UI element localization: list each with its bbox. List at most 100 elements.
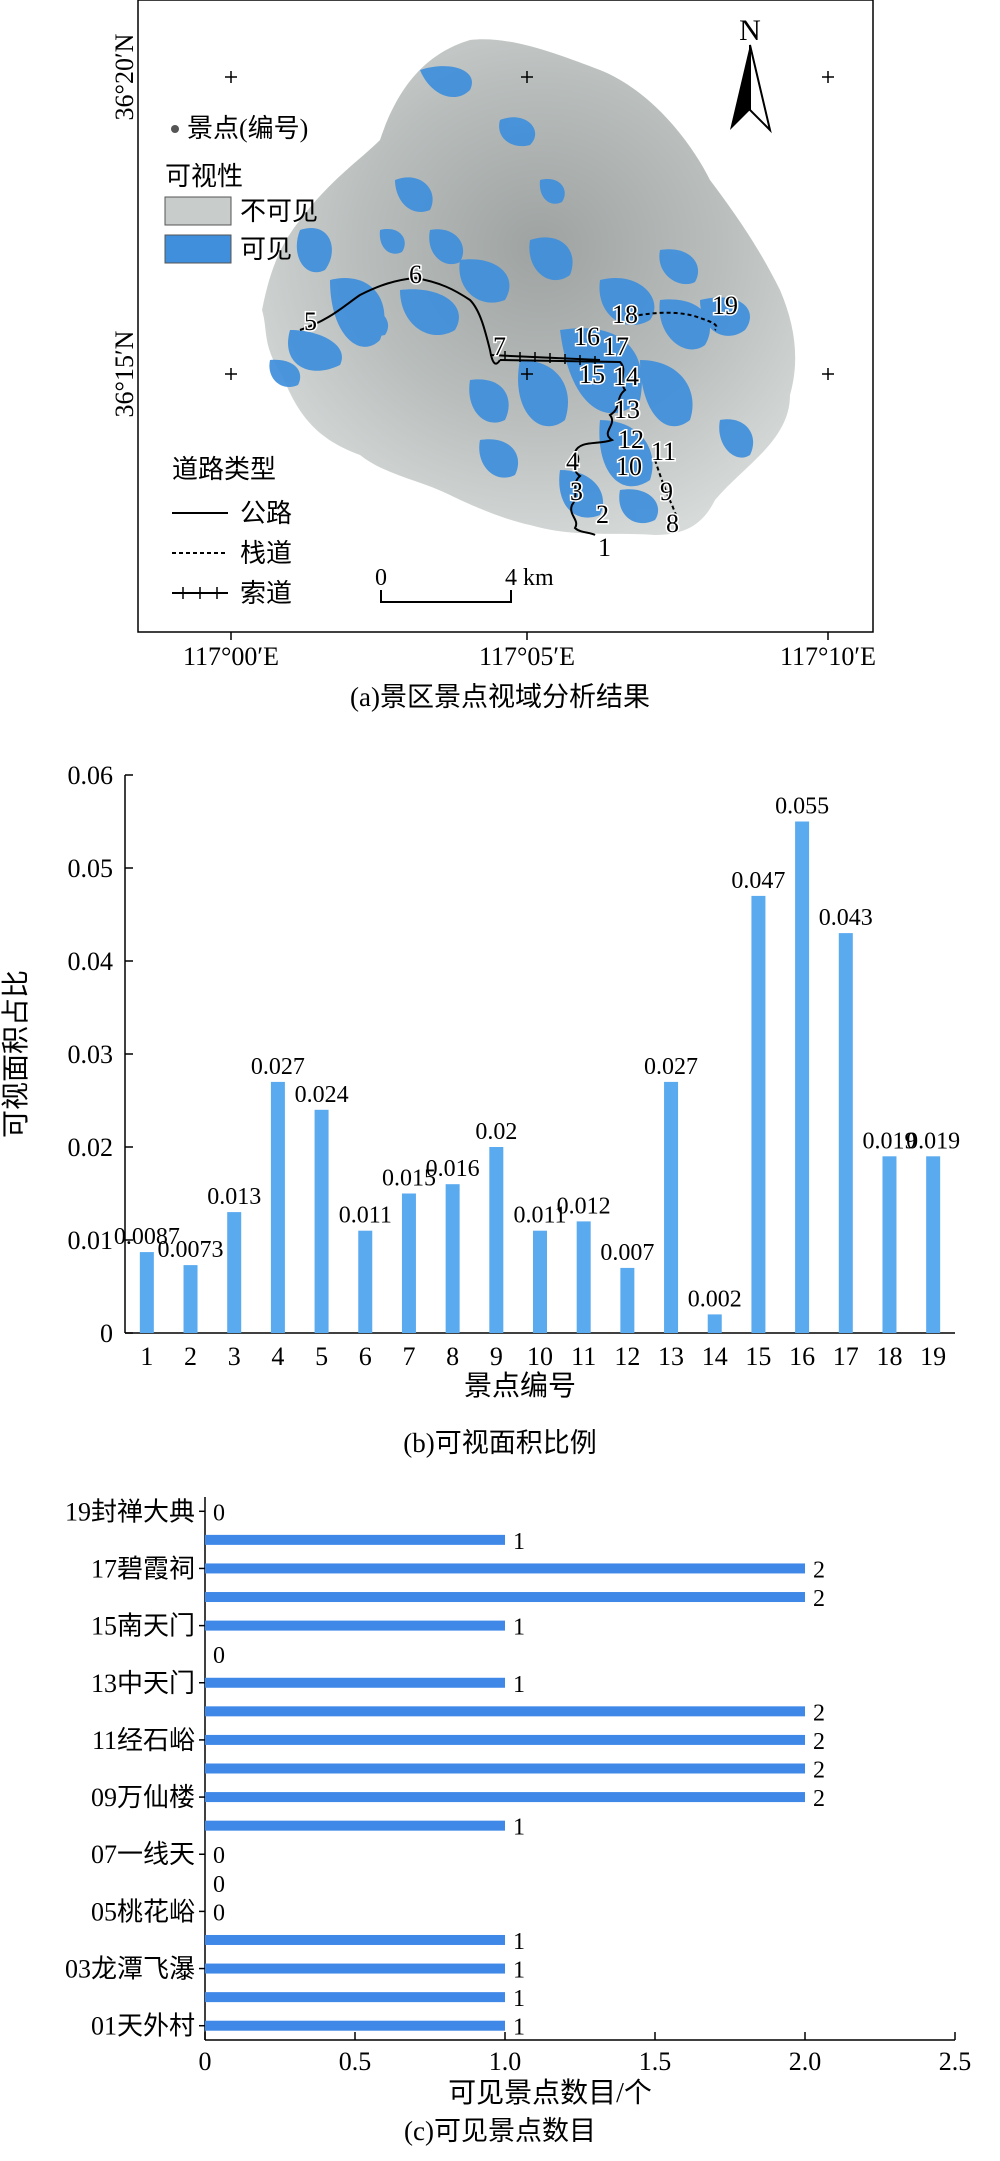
chart-b-data-label: 0.0073	[158, 1237, 224, 1263]
chart-b-bar	[227, 1212, 242, 1333]
chart-c-bar	[205, 2020, 505, 2031]
caption-b: (b)可视面积比例	[403, 1428, 596, 1458]
chart-b-x-tick-label: 8	[446, 1342, 459, 1371]
chart-b-x-tick-label: 10	[527, 1342, 553, 1371]
legend-visible-label: 可见	[240, 235, 292, 264]
chart-c-bar	[205, 1620, 505, 1631]
scale-label-zero: 0	[375, 565, 387, 591]
spot-number: 5	[304, 307, 317, 336]
chart-c-data-label: 2	[813, 1786, 825, 1812]
chart-c-x-tick-label: 1.0	[489, 2047, 522, 2076]
chart-b-ylabel: 可视面积占比	[0, 970, 32, 1138]
chart-b-data-label: 0.024	[295, 1082, 349, 1108]
chart-b-data-label: 0.002	[688, 1286, 742, 1312]
chart-b-data-labels: 0.00870.00730.0130.0270.0240.0110.0150.0…	[114, 794, 960, 1313]
chart-b-bar	[533, 1230, 547, 1333]
chart-c-data-label: 1	[513, 1672, 525, 1698]
road-highway-west	[299, 276, 501, 365]
north-arrow: N	[730, 14, 772, 134]
chart-b-bar	[664, 1081, 679, 1333]
chart-c-x-tick-label: 0.5	[339, 2047, 372, 2076]
legend-invisible-swatch	[164, 196, 232, 226]
lon-ticks	[230, 632, 829, 640]
spot-number: 8	[666, 509, 679, 538]
lat-label: 36°15′N	[110, 330, 139, 417]
chart-c-data-label: 1	[513, 1815, 525, 1841]
chart-b-x-tick-label: 17	[833, 1342, 859, 1371]
road-cable-ticks	[504, 351, 596, 366]
chart-b-data-label: 0.011	[513, 1203, 566, 1229]
spot-number: 16	[574, 322, 600, 351]
spot-number: 17	[603, 332, 629, 361]
chart-b-data-label: 0.012	[557, 1193, 611, 1219]
cable-line-icon	[172, 587, 228, 599]
spot-number: 1	[598, 533, 611, 562]
visible-area	[269, 66, 754, 524]
chart-c-bar	[205, 1792, 805, 1803]
spot-marker-icon	[171, 125, 179, 133]
spot-number-labels: 1 2 3 4 5 6 7 8 9 10 11 12 13 14 15 16 1…	[303, 259, 740, 564]
chart-b-y-tick-label: 0.02	[68, 1133, 114, 1162]
chart-c-bar	[205, 1534, 505, 1545]
chart-c-bar	[205, 1992, 505, 2003]
chart-b-data-label: 0.016	[426, 1156, 480, 1182]
chart-b-data-label: 0.019	[862, 1128, 916, 1154]
chart-b-x-tick-label: 14	[702, 1342, 728, 1371]
chart-c-y-tick-label: 19封禅大典	[65, 1497, 195, 1526]
chart-c-data-label: 0	[213, 1843, 225, 1869]
chart-c: 0 0.5 1.0 1.5 2.0 2.5 01天外村 03龙潭飞瀑 05桃花峪 07一线天 09万…	[65, 1497, 971, 2146]
legend-invisible-label: 不可见	[240, 197, 318, 226]
scale-bar: 0 4 km	[375, 565, 554, 603]
chart-b-x-tick-label: 6	[359, 1342, 372, 1371]
spot-number: 10	[616, 452, 642, 481]
chart-c-data-label: 2	[813, 1586, 825, 1612]
chart-b-xlabel: 景点编号	[464, 1370, 576, 1402]
chart-c-y-tick-label: 03龙潭飞瀑	[65, 1955, 195, 1984]
spot-number: 12	[618, 425, 644, 454]
chart-c-data-label: 1	[513, 1986, 525, 2012]
chart-c-axes: 0 0.5 1.0 1.5 2.0 2.5 01天外村 03龙潭飞瀑 05桃花峪 07一线天 09万…	[65, 1497, 971, 2076]
chart-c-bar	[205, 1677, 505, 1688]
chart-c-data-label: 0	[213, 1500, 225, 1526]
chart-b-bar	[576, 1221, 591, 1333]
chart-c-data-label: 2	[813, 1557, 825, 1583]
chart-c-bar	[205, 1563, 805, 1574]
chart-c-data-label: 2	[813, 1700, 825, 1726]
chart-c-y-tick-label: 09万仙楼	[91, 1783, 195, 1812]
chart-c-bars	[205, 1534, 805, 2031]
chart-c-bar	[205, 1934, 505, 1945]
scale-label-distance: 4 km	[505, 565, 554, 591]
chart-c-data-label: 0	[213, 1900, 225, 1926]
chart-b-bar	[445, 1184, 460, 1333]
chart-c-data-label: 1	[513, 1958, 525, 1984]
north-label: N	[739, 14, 761, 47]
chart-c-y-tick-label: 15南天门	[91, 1612, 195, 1641]
chart-c-x-tick-label: 2.5	[939, 2047, 972, 2076]
chart-b-data-label: 0.011	[339, 1203, 392, 1229]
chart-b-data-label: 0.007	[600, 1240, 654, 1266]
chart-b-x-tick-label: 3	[228, 1342, 241, 1371]
graticule-crosses	[225, 71, 834, 380]
legend-spot-label: 景点(编号)	[187, 114, 308, 143]
caption-a: (a)景区景点视域分析结果	[350, 682, 650, 712]
chart-c-data-label: 0	[213, 1643, 225, 1669]
chart-c-x-tick-label: 0	[199, 2047, 212, 2076]
chart-c-x-tick-label: 2.0	[789, 2047, 822, 2076]
caption-c: (c)可见景点数目	[404, 2116, 596, 2146]
chart-b-bar	[751, 895, 766, 1333]
chart-b-bar	[795, 821, 810, 1333]
spot-number: 3	[570, 477, 583, 506]
spot-number: 4	[566, 447, 579, 476]
chart-c-y-tick-label: 07一线天	[91, 1840, 195, 1869]
chart-b-data-label: 0.015	[382, 1166, 436, 1192]
chart-b-data-label: 0.055	[775, 794, 829, 820]
chart-c-xlabel: 可见景点数目/个	[448, 2077, 652, 2109]
chart-b-bar	[926, 1156, 941, 1333]
spot-number: 15	[579, 360, 605, 389]
chart-b-data-label: 0.043	[819, 905, 873, 931]
chart-c-bar	[205, 1963, 505, 1974]
chart-b-x-tick-label: 15	[745, 1342, 771, 1371]
spot-number: 18	[612, 300, 638, 329]
spot-number: 7	[493, 332, 506, 361]
chart-c-data-label: 2	[813, 1758, 825, 1784]
